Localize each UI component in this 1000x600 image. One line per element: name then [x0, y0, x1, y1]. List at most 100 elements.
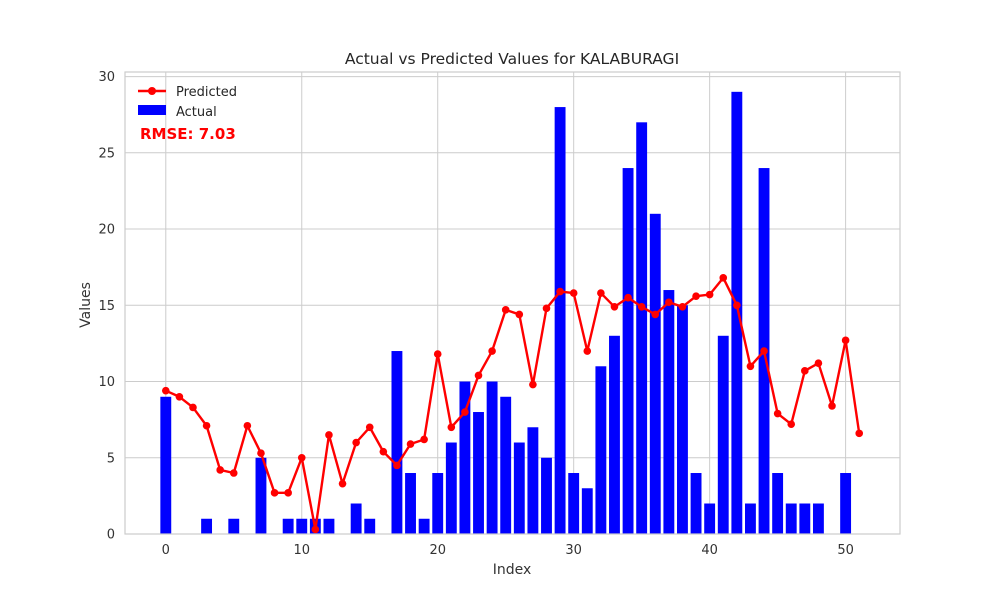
x-tick-label: 50	[837, 543, 854, 558]
predicted-line	[165, 276, 861, 531]
predicted-point	[801, 367, 809, 375]
predicted-point	[556, 287, 564, 296]
predicted-point	[406, 440, 415, 448]
rmse-annotation: RMSE: 7.03	[140, 125, 236, 143]
x-tick-label: 40	[701, 543, 718, 558]
predicted-point	[569, 289, 578, 297]
x-axis-label: Index	[493, 562, 532, 578]
x-tick-label: 10	[293, 543, 310, 558]
actual-bar	[255, 457, 267, 534]
actual-bar	[459, 381, 471, 534]
predicted-point	[325, 431, 333, 439]
predicted-point	[216, 466, 224, 474]
actual-bar	[160, 396, 172, 534]
actual-bar	[636, 122, 648, 534]
y-tick-label: 0	[107, 528, 115, 543]
predicted-point	[474, 371, 483, 380]
actual-bar	[812, 503, 824, 534]
actual-bar	[473, 412, 484, 534]
predicted-point	[814, 359, 823, 368]
actual-bar	[690, 473, 702, 534]
actual-bar	[554, 107, 566, 534]
y-tick-label: 5	[107, 451, 115, 466]
actual-bar	[717, 335, 729, 534]
predicted-point	[311, 525, 320, 534]
actual-bar	[228, 518, 240, 534]
predicted-point	[352, 438, 360, 447]
legend-actual-swatch	[138, 105, 166, 115]
predicted-point	[597, 289, 605, 297]
predicted-point	[610, 303, 619, 311]
y-tick-label: 20	[98, 223, 115, 238]
predicted-point	[501, 306, 510, 314]
predicted-point	[665, 298, 673, 307]
predicted-point	[773, 409, 782, 418]
actual-bar	[323, 518, 335, 534]
actual-bar	[622, 168, 634, 535]
predicted-point	[637, 303, 646, 311]
actual-bar	[486, 381, 498, 534]
predicted-point	[719, 274, 728, 282]
predicted-line-group	[161, 274, 864, 534]
predicted-point	[338, 479, 347, 488]
predicted-point	[461, 408, 469, 416]
actual-bar	[418, 518, 430, 534]
predicted-point	[284, 489, 292, 497]
legend-actual-label: Actual	[176, 105, 217, 120]
y-tick-label: 10	[98, 375, 115, 390]
predicted-point	[542, 304, 551, 313]
predicted-point	[705, 290, 714, 299]
predicted-point	[420, 435, 428, 444]
predicted-point	[447, 423, 456, 432]
actual-bar	[568, 473, 580, 534]
actual-bar	[364, 518, 376, 534]
actual-bar	[772, 473, 784, 534]
predicted-point	[379, 447, 388, 456]
actual-bar	[527, 427, 539, 534]
actual-bar	[745, 503, 756, 534]
actual-bar	[405, 473, 416, 534]
predicted-point	[365, 423, 374, 432]
actual-bar	[350, 503, 362, 534]
actual-bar	[445, 442, 457, 534]
y-axis-label: Values	[78, 282, 94, 328]
predicted-point	[488, 347, 496, 355]
actual-bar	[500, 396, 512, 534]
predicted-point	[161, 386, 170, 395]
y-tick-label: 25	[98, 146, 115, 161]
predicted-point	[189, 403, 197, 412]
predicted-point	[257, 449, 265, 457]
predicted-point	[841, 336, 850, 345]
x-tick-label: 0	[162, 543, 170, 558]
predicted-point	[175, 392, 184, 401]
actual-bar	[432, 473, 444, 534]
predicted-point	[393, 461, 401, 470]
actual-bar	[282, 518, 294, 534]
predicted-point	[651, 310, 660, 319]
actual-bar	[649, 213, 661, 534]
predicted-point	[678, 303, 687, 311]
predicted-point	[433, 350, 442, 358]
actual-bar	[663, 290, 675, 534]
chart-title: Actual vs Predicted Values for KALABURAG…	[345, 50, 679, 68]
x-tick-label: 30	[565, 543, 582, 558]
actual-bar	[595, 366, 607, 534]
predicted-point	[624, 293, 632, 302]
actual-bar	[840, 473, 852, 534]
actual-bar	[201, 518, 213, 534]
actual-bar	[731, 91, 743, 535]
legend-predicted-label: Predicted	[176, 85, 237, 100]
predicted-point	[787, 420, 796, 429]
legend-predicted-marker	[148, 87, 156, 95]
actual-bar	[296, 518, 308, 534]
actual-bar	[513, 442, 525, 534]
y-tick-label: 30	[98, 70, 115, 85]
actual-bar	[581, 488, 593, 534]
predicted-point	[202, 421, 211, 430]
predicted-point	[760, 347, 768, 355]
predicted-point	[515, 310, 524, 319]
actual-bar	[677, 305, 688, 534]
x-tick-label: 20	[429, 543, 446, 558]
predicted-point	[828, 402, 836, 410]
